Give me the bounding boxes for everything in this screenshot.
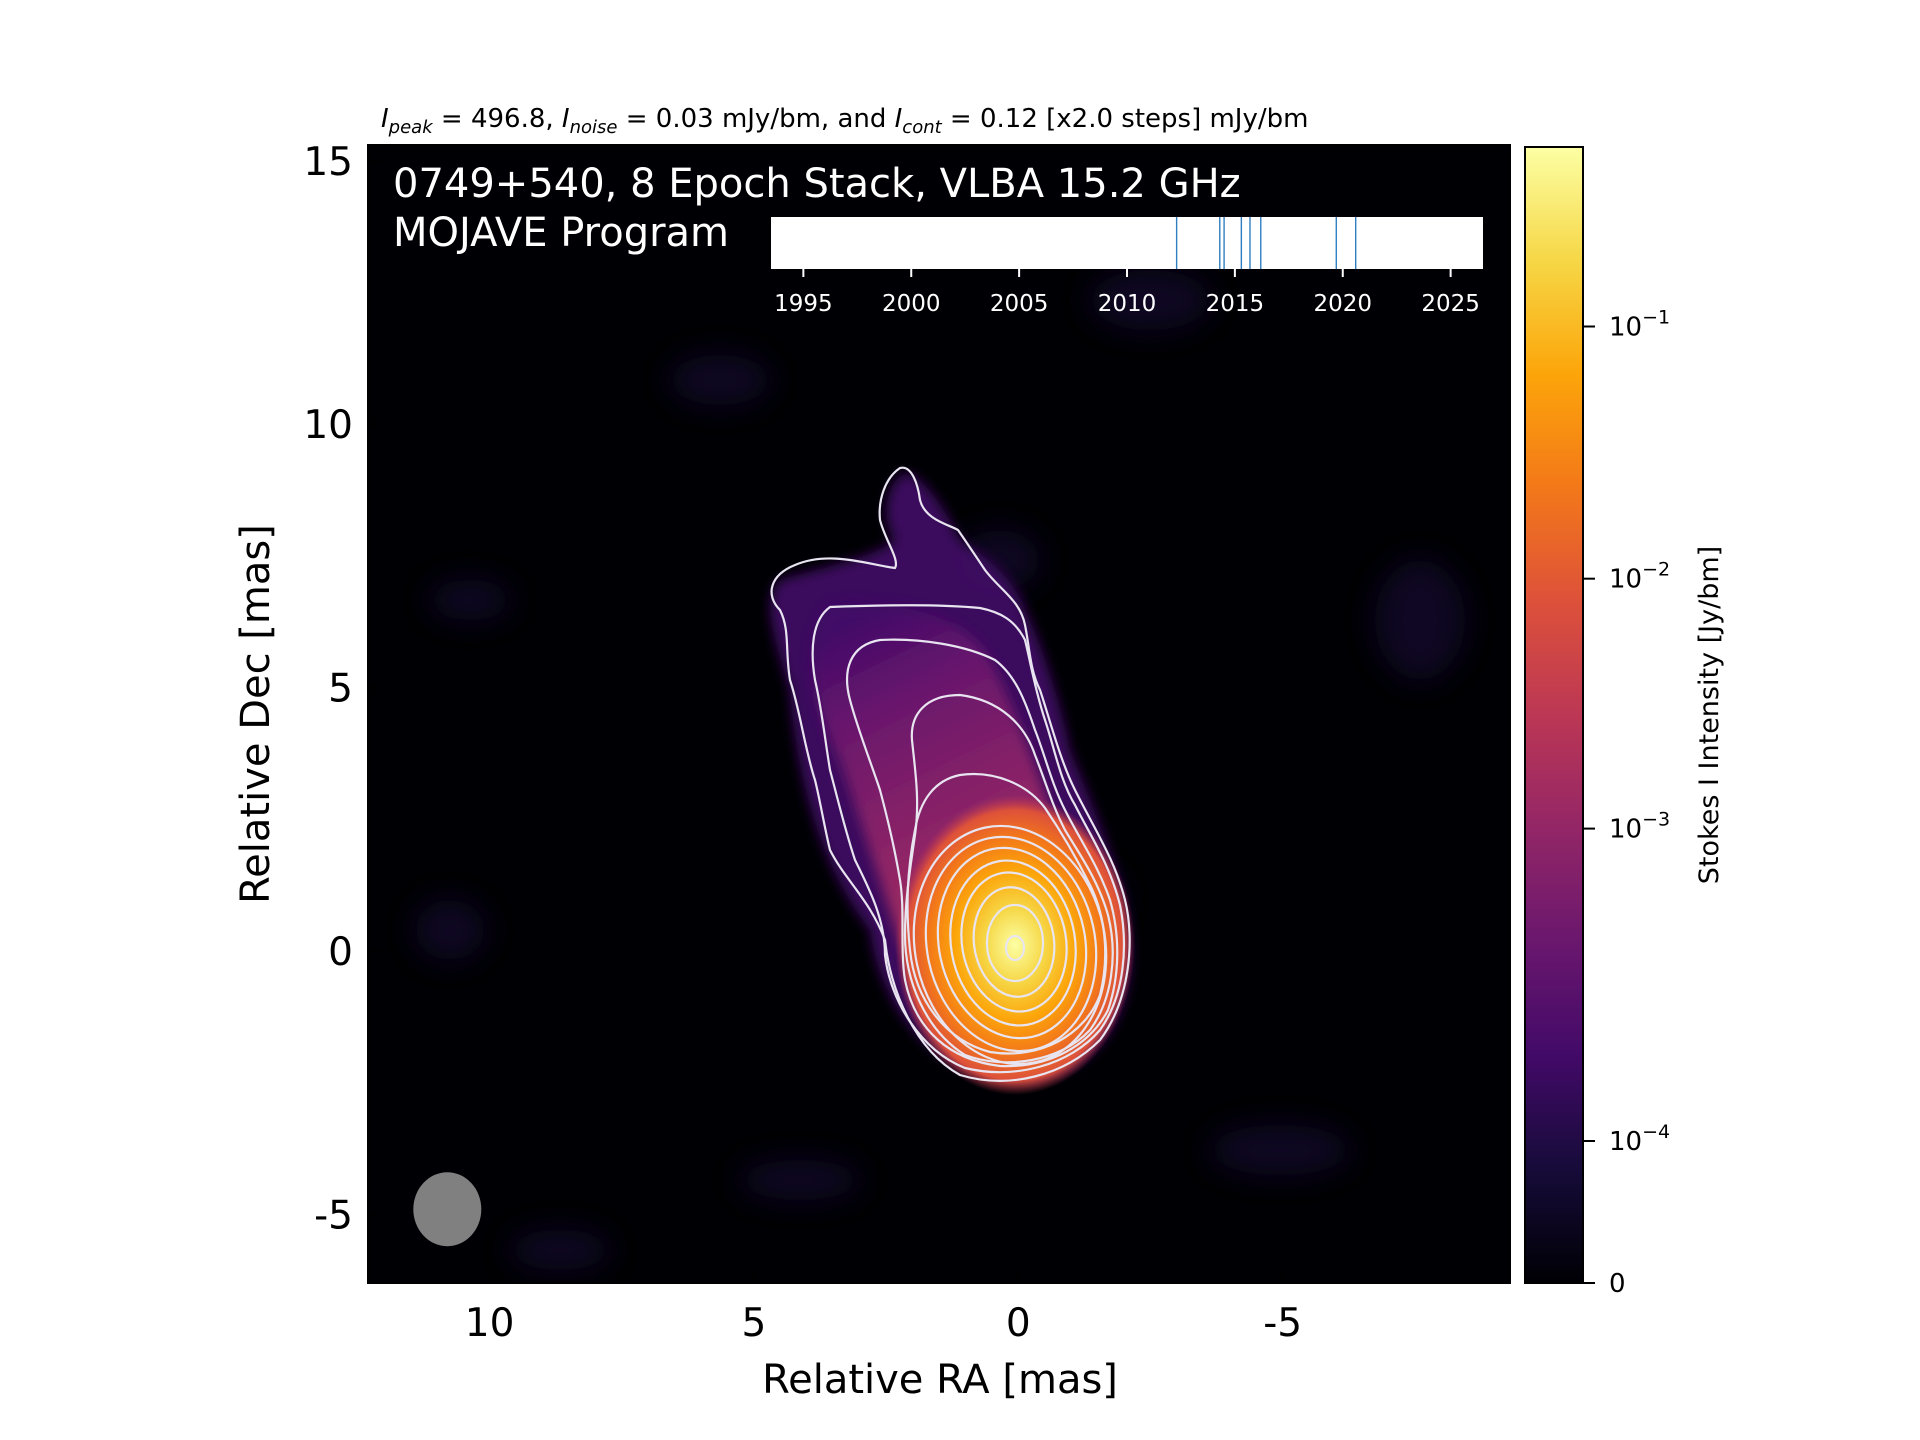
timeline-tick-label: 2000	[882, 291, 941, 317]
contour-level-2	[811, 604, 1126, 1074]
timeline-tick-label: 2020	[1313, 291, 1372, 317]
x-axis-title: Relative RA [mas]	[762, 1357, 1118, 1403]
colorbar-tick-label: 10−1	[1609, 306, 1670, 342]
y-tick-label: 5	[328, 667, 353, 712]
y-tick-label: -5	[314, 1194, 353, 1239]
contours	[770, 466, 1131, 1082]
contour-level-7	[924, 835, 1098, 1053]
x-axis: 10 5 0 -5	[465, 1271, 1302, 1346]
timeline-tick-label: 1995	[774, 291, 833, 317]
contour-level-5	[906, 773, 1107, 1055]
colorbar: 0 10−4 10−3 10−2 10−1 Stokes I Intensity [Jy…	[1524, 146, 1725, 1299]
colorbar-tick-label: 0	[1609, 1269, 1626, 1299]
image-panel	[367, 144, 1511, 1284]
timeline-tick-label: 2005	[990, 291, 1049, 317]
contour-level-9	[949, 859, 1077, 1027]
colorbar-tick-label: 10−3	[1609, 809, 1670, 845]
chart-subtitle: Ipeak = 496.8, Inoise = 0.03 mJy/bm, and…	[381, 104, 1308, 138]
x-tick-label: 5	[742, 1301, 767, 1346]
timeline-tick-label: 2015	[1206, 291, 1265, 317]
epoch-timeline: 1995 2000 2005 2010 2015 2020 2025	[771, 217, 1483, 317]
contour-level-11	[972, 886, 1056, 998]
contour-level-3	[846, 638, 1119, 1068]
contour-level-6	[912, 824, 1108, 1066]
colorbar-tick-label: 10−4	[1609, 1121, 1670, 1157]
timeline-tick-label: 2025	[1421, 291, 1480, 317]
contour-level-12	[985, 903, 1045, 983]
y-tick-label: 10	[303, 403, 353, 448]
contour-level-8	[936, 846, 1088, 1040]
y-tick-label: 15	[303, 140, 353, 185]
x-tick-label: 0	[1006, 1301, 1031, 1346]
y-tick-label: 0	[328, 930, 353, 975]
core-emission	[895, 795, 1135, 1095]
colorbar-tick-label: 10−2	[1609, 559, 1670, 595]
x-tick-label: 10	[465, 1301, 515, 1346]
beam-ellipse	[413, 1172, 482, 1247]
contour-level-4	[903, 693, 1114, 1064]
title-line-2: MOJAVE Program	[393, 210, 729, 256]
colorbar-gradient	[1524, 146, 1584, 1284]
image-frame	[367, 144, 1511, 1284]
colorbar-label: Stokes I Intensity [Jy/bm]	[1694, 546, 1725, 884]
timeline-tick-label: 2010	[1098, 291, 1157, 317]
contour-level-1	[770, 466, 1131, 1082]
background-noise	[415, 270, 1465, 1270]
timeline-box	[771, 217, 1483, 269]
contour-level-13	[1004, 934, 1026, 962]
y-axis: 15 10 5 0 -5	[303, 140, 380, 1239]
contour-level-10	[960, 871, 1068, 1013]
x-tick-label: -5	[1263, 1301, 1302, 1346]
title-line-1: 0749+540, 8 Epoch Stack, VLBA 15.2 GHz	[393, 161, 1241, 207]
y-axis-title: Relative Dec [mas]	[233, 524, 279, 904]
